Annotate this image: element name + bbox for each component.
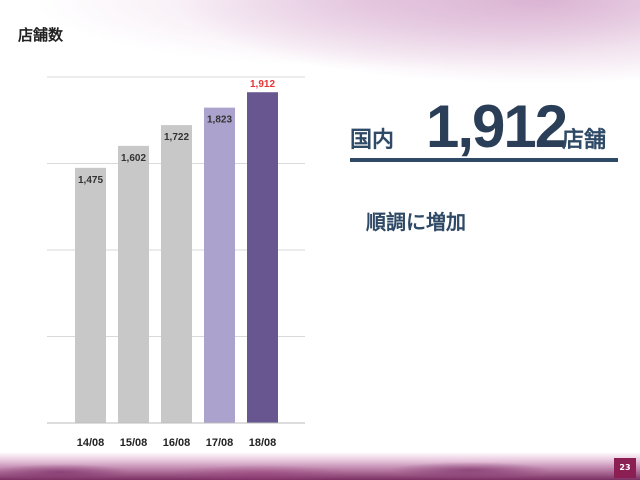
x-tick-label: 18/08 xyxy=(249,437,277,449)
highlight-block: 国内 1,912 店舗 xyxy=(350,93,618,168)
bar xyxy=(247,92,278,423)
data-label: 1,722 xyxy=(164,132,189,143)
bar xyxy=(161,125,192,424)
bar xyxy=(118,145,149,423)
data-label: 1,912 xyxy=(250,79,275,90)
x-tick-label: 17/08 xyxy=(206,437,234,449)
data-label: 1,475 xyxy=(78,175,103,186)
x-tick-label: 16/08 xyxy=(163,437,191,449)
highlight-value: 1,912 xyxy=(426,93,568,160)
data-label: 1,602 xyxy=(121,153,146,164)
highlight-prefix: 国内 xyxy=(350,128,395,153)
highlight-subtitle: 順調に増加 xyxy=(366,210,466,234)
bar xyxy=(75,167,106,423)
highlight-underline xyxy=(350,158,618,162)
x-tick-label: 14/08 xyxy=(77,437,105,449)
page-number: 23 xyxy=(614,458,636,478)
bar xyxy=(204,107,235,423)
highlight-suffix: 店舗 xyxy=(562,128,607,153)
bottom-band xyxy=(0,452,640,480)
page-title: 店舗数 xyxy=(18,26,64,44)
data-label: 1,823 xyxy=(207,115,232,126)
x-tick-label: 15/08 xyxy=(120,437,148,449)
